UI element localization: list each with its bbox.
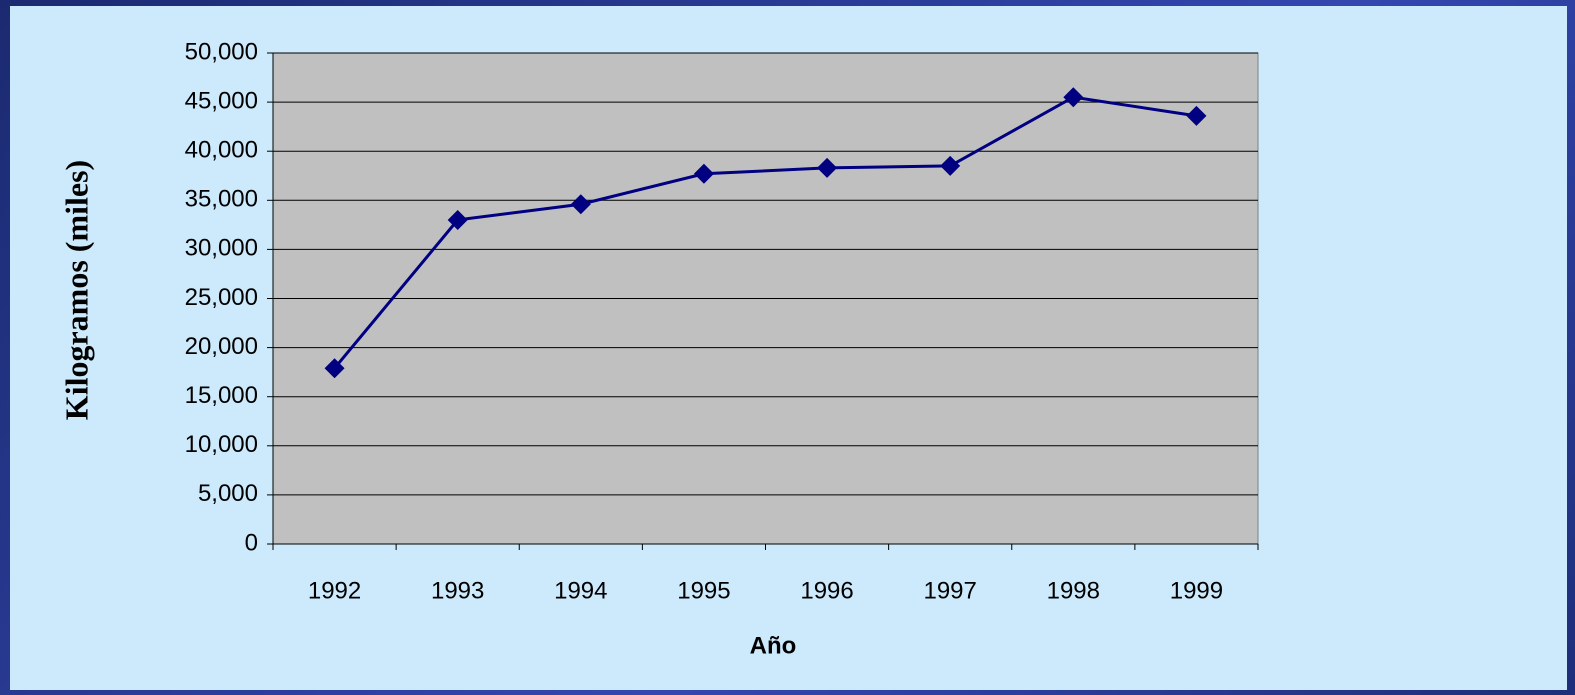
x-tick-label: 1993 — [431, 577, 484, 604]
x-tick-label: 1995 — [677, 577, 730, 604]
data-point — [1186, 105, 1207, 126]
x-tick-label: 1992 — [308, 577, 361, 604]
y-tick-label: 25,000 — [185, 284, 258, 311]
data-point — [817, 157, 838, 178]
data-point — [447, 209, 468, 230]
y-axis-label: Kilogramos (miles) — [58, 160, 94, 420]
y-tick-label: 10,000 — [185, 431, 258, 458]
x-tick-label: 1999 — [1170, 577, 1223, 604]
data-point — [693, 163, 714, 184]
data-point — [940, 155, 961, 176]
y-tick-label: 35,000 — [185, 186, 258, 213]
y-tick-label: 30,000 — [185, 235, 258, 262]
x-tick-label: 1994 — [554, 577, 607, 604]
y-tick-label: 40,000 — [185, 137, 258, 164]
y-tick-label: 15,000 — [185, 382, 258, 409]
x-tick-label: 1996 — [800, 577, 853, 604]
y-tick-label: 20,000 — [185, 333, 258, 360]
y-tick-label: 5,000 — [198, 480, 258, 507]
y-tick-label: 0 — [245, 529, 258, 556]
data-point — [1063, 87, 1084, 108]
y-tick-label: 45,000 — [185, 87, 258, 114]
y-tick-label: 50,000 — [185, 38, 258, 65]
data-point — [324, 358, 345, 379]
x-axis-label: Año — [750, 632, 797, 659]
x-tick-label: 1998 — [1047, 577, 1100, 604]
series-line — [333, 95, 1197, 370]
x-tick-label: 1997 — [923, 577, 976, 604]
data-point — [570, 194, 591, 215]
